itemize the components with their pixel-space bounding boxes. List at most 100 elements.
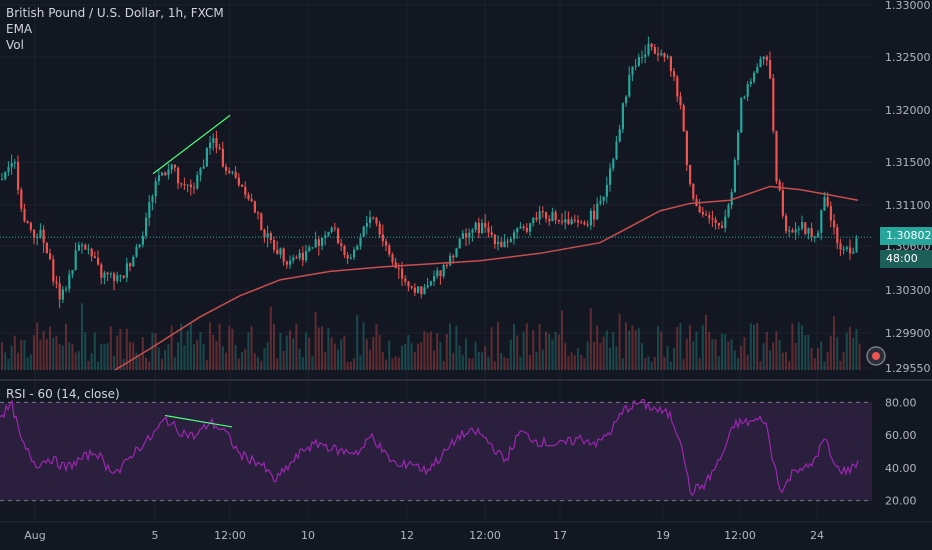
volume-bar: [820, 341, 823, 370]
volume-bar: [468, 358, 471, 370]
vol-label: Vol: [6, 38, 24, 52]
candle-body: [573, 219, 576, 221]
volume-bar: [39, 340, 42, 370]
candle-body: [308, 247, 311, 252]
volume-bar: [228, 325, 231, 370]
volume-bar: [689, 325, 691, 370]
volume-bar: [615, 346, 618, 370]
volume-bar: [497, 322, 499, 370]
volume-bar: [183, 345, 186, 370]
volume-bar: [177, 342, 179, 370]
candle-body: [724, 216, 727, 228]
candle-body: [289, 260, 292, 265]
candle-body: [161, 172, 164, 176]
volume-bar: [692, 341, 695, 370]
volume-bar: [721, 333, 723, 370]
candle-body: [167, 169, 170, 175]
candle-body: [87, 248, 90, 250]
volume-bar: [103, 343, 106, 370]
ema-label: EMA: [6, 22, 33, 36]
candle-body: [279, 248, 282, 255]
volume-bar: [695, 331, 698, 370]
candle-body: [468, 232, 471, 238]
candle-body: [68, 274, 71, 289]
candle-body: [465, 233, 468, 238]
candle-body: [749, 81, 752, 85]
candle-body: [516, 228, 519, 233]
rsi-tick-label: 80.00: [885, 396, 917, 409]
x-tick-label: 5: [152, 529, 159, 542]
candle-body: [260, 213, 263, 230]
candle-body: [589, 210, 592, 226]
volume-bar: [529, 354, 531, 370]
candle-body: [164, 172, 167, 175]
volume-bar: [173, 357, 176, 370]
candle-body: [820, 210, 823, 233]
x-tick-label: 12:00: [214, 529, 246, 542]
candle-body: [436, 270, 439, 277]
volume-bar: [532, 330, 535, 370]
candle-body: [570, 219, 573, 225]
candle-body: [644, 54, 647, 57]
volume-bar: [308, 337, 311, 370]
candle-body: [353, 249, 356, 258]
candle-body: [829, 206, 832, 221]
candle-body: [641, 56, 644, 58]
candle-body: [141, 235, 144, 245]
ema-line: [114, 185, 859, 371]
volume-bar: [125, 328, 128, 370]
candle-body: [813, 236, 816, 238]
candle-body: [836, 227, 839, 244]
candle-body: [324, 235, 327, 238]
volume-bar: [273, 324, 275, 370]
candle-body: [481, 222, 484, 234]
volume-bar: [426, 332, 429, 370]
candle-body: [122, 275, 125, 278]
candle-body: [20, 189, 23, 209]
volume-bar: [333, 343, 336, 370]
volume-bar: [500, 352, 503, 370]
candle-body: [116, 275, 119, 281]
volume-bar: [765, 331, 768, 370]
volume-bar: [68, 342, 71, 370]
volume-bar: [282, 350, 285, 370]
volume-bar: [733, 350, 736, 370]
candle-body: [721, 225, 724, 228]
candle-body: [842, 248, 845, 250]
candle-body: [471, 229, 474, 233]
volume-bar: [167, 344, 170, 370]
volume-bar: [813, 357, 816, 370]
candle-body: [311, 247, 314, 249]
volume-bar: [305, 332, 307, 370]
volume-bar: [788, 360, 791, 370]
price-legend: British Pound / U.S. Dollar, 1h, FXCM EM…: [6, 5, 224, 53]
volume-bar: [42, 331, 45, 370]
volume-bar: [858, 343, 861, 370]
candle-body: [132, 256, 135, 267]
candle-body: [532, 217, 535, 224]
candle-body: [10, 163, 13, 168]
volume-bar: [234, 345, 237, 370]
candle-body: [212, 138, 215, 143]
y-tick-label: 1.31500: [885, 156, 931, 169]
candle-body: [852, 251, 855, 254]
volume-bar: [13, 335, 16, 370]
volume-bar: [65, 323, 67, 370]
candle-body: [804, 222, 807, 234]
volume-bar: [653, 357, 656, 370]
candle-body: [711, 218, 714, 220]
candle-body: [103, 272, 106, 278]
volume-bar: [263, 348, 266, 370]
volume-bar: [77, 351, 80, 370]
candle-body: [90, 248, 93, 257]
candle-body: [833, 220, 836, 228]
x-tick-label: 12:00: [469, 529, 501, 542]
candle-body: [650, 43, 653, 48]
volume-bar: [113, 355, 115, 370]
candle-body: [673, 71, 676, 77]
volume-bar: [33, 335, 35, 370]
candle-body: [660, 53, 663, 56]
volume-bar: [794, 342, 797, 370]
candle-body: [407, 281, 410, 287]
